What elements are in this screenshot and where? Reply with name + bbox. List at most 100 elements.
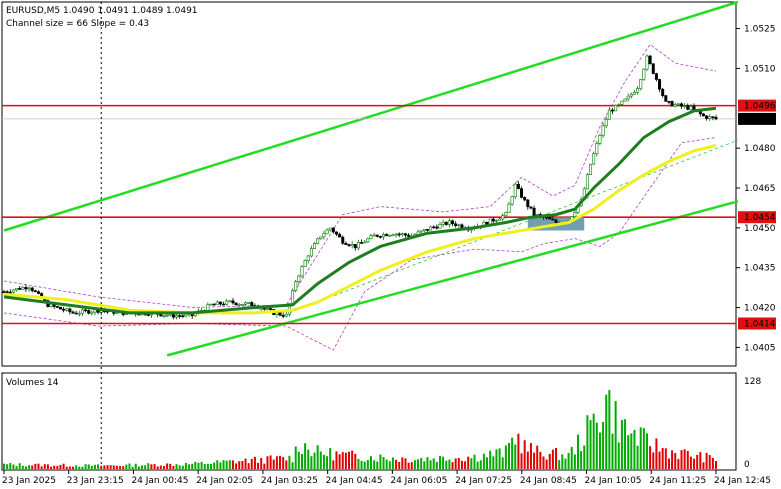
- volume-bar: [391, 457, 394, 469]
- candle-body: [425, 229, 429, 231]
- volume-bar: [144, 465, 147, 469]
- candle-body: [400, 233, 404, 236]
- volume-bar: [580, 451, 583, 469]
- candle-body: [664, 95, 668, 102]
- candle-body: [636, 88, 640, 93]
- volume-bar: [583, 445, 586, 469]
- volume-bar: [304, 443, 307, 469]
- candle-body: [573, 212, 577, 217]
- volume-bar: [244, 458, 247, 469]
- candle-body: [228, 300, 232, 303]
- volume-bar: [100, 465, 103, 469]
- volume-bar: [56, 465, 59, 469]
- candle-body: [620, 100, 624, 105]
- fast-moving-average: [3, 106, 717, 315]
- volume-bar: [137, 466, 140, 469]
- price-axis: 1.0525 1.0510 1.0496 1.0491 1.0480 1.0465 1.04…: [736, 25, 776, 353]
- volume-bar: [492, 456, 495, 469]
- volume-bar: [122, 466, 125, 469]
- candle-body: [90, 311, 94, 314]
- time-axis: 23 Jan 2025 23 Jan 23:15 24 Jan 00:45 24 Ja…: [2, 470, 771, 486]
- volume-bar: [228, 460, 231, 469]
- volume-bar: [520, 453, 523, 469]
- candle-body: [548, 217, 552, 220]
- time-tick-label: 24 Jan 10:05: [585, 476, 642, 486]
- volume-max-label: 128: [744, 377, 761, 387]
- volume-bar: [373, 460, 376, 469]
- volume-bar: [222, 460, 225, 469]
- volume-bar: [536, 445, 539, 469]
- candle-body: [37, 291, 41, 294]
- volume-panel-title: Volumes 14: [6, 378, 59, 388]
- volume-bar: [213, 462, 216, 469]
- candle-body: [363, 241, 367, 244]
- volume-bar: [514, 444, 517, 469]
- volume-bar: [426, 457, 429, 469]
- candle-body: [265, 308, 269, 310]
- candle-body: [240, 304, 244, 306]
- candle-body: [658, 79, 662, 90]
- candle-body: [11, 289, 15, 293]
- volume-bar: [495, 449, 498, 469]
- volume-bar: [103, 465, 106, 469]
- candle-body: [209, 303, 213, 306]
- candle-body: [366, 238, 370, 243]
- candle-body: [592, 153, 596, 165]
- volume-bar: [611, 433, 614, 469]
- volume-bar: [200, 461, 203, 469]
- volume-bar: [322, 454, 325, 469]
- volume-bar: [645, 433, 648, 469]
- candle-body: [87, 310, 91, 314]
- volume-bar: [473, 454, 476, 469]
- volume-bar: [614, 401, 617, 469]
- candle-body: [598, 135, 602, 144]
- volume-bar: [53, 465, 56, 469]
- volume-bar: [263, 463, 266, 469]
- candle-body: [454, 223, 458, 227]
- volume-bar: [235, 463, 238, 469]
- candle-body: [300, 266, 304, 277]
- volume-bar: [595, 422, 598, 469]
- volume-bar: [128, 463, 131, 469]
- volume-bar: [175, 464, 178, 469]
- volume-bar: [567, 452, 570, 469]
- volume-bar: [451, 462, 454, 469]
- volume-bar: [457, 458, 460, 469]
- candle-body: [494, 219, 498, 222]
- candle-body: [58, 306, 62, 310]
- candle-body: [623, 98, 627, 102]
- volume-bar: [357, 458, 360, 469]
- volume-bar: [464, 461, 467, 469]
- volume-bar: [417, 459, 420, 469]
- candle-body: [71, 311, 75, 314]
- volume-bar: [197, 462, 200, 469]
- level-price-tag: [738, 317, 776, 330]
- channel-upper-line: [3, 0, 739, 232]
- volume-bar: [379, 454, 382, 469]
- volume-bar: [410, 462, 413, 469]
- volume-bar: [558, 460, 561, 469]
- candle-body: [422, 229, 426, 232]
- volume-bar: [141, 465, 144, 469]
- volume-bar: [696, 454, 699, 469]
- candle-body: [244, 302, 248, 305]
- candle-body: [391, 234, 395, 237]
- volume-bar: [266, 456, 269, 469]
- lower-band-line: [3, 137, 717, 351]
- volume-bar: [272, 459, 275, 469]
- volume-bar: [72, 466, 75, 469]
- candle-body: [708, 116, 712, 119]
- volume-bar: [203, 463, 206, 469]
- volume-bar: [191, 463, 194, 469]
- volume-bar: [533, 452, 536, 469]
- volume-bar: [620, 419, 623, 469]
- channel-info-text: Channel size = 66 Slope = 0.43: [6, 19, 149, 29]
- volume-bar: [260, 458, 263, 469]
- volume-bar: [573, 454, 576, 469]
- volume-bar: [310, 456, 313, 469]
- volume-bar: [43, 464, 46, 469]
- candle-body: [18, 287, 22, 290]
- candle-body: [610, 109, 614, 112]
- candle-body: [683, 105, 687, 108]
